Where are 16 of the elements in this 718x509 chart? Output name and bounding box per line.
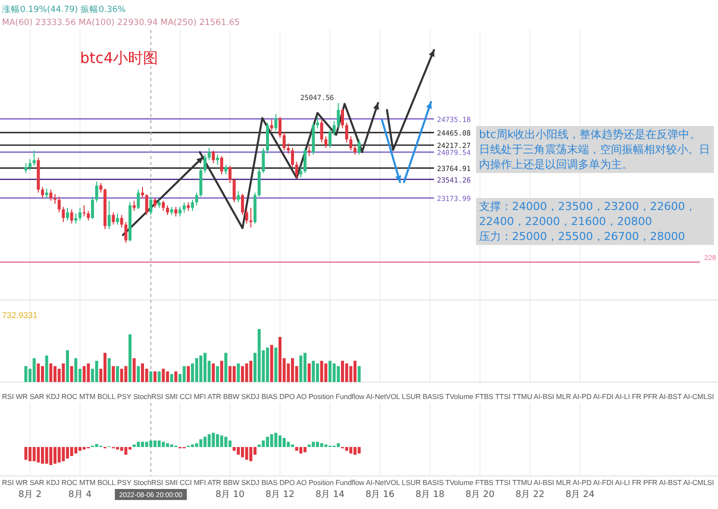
x-tick-label: 8月 10 xyxy=(215,490,245,500)
annotation: btc周k收出小阳线，整体趋势还是在反弹中。日线处于三角震荡末端，空间振幅相对较小。日内操作上还是以回调多单为主。 xyxy=(476,126,714,173)
x-tick-label: 8月 4 xyxy=(68,490,92,500)
annotation: 支撑：24000，23500，23200，22600，22400，22000，21600，20800 压力：25000，25500，26700，28000 xyxy=(476,198,714,245)
x-tick-label: 8月 20 xyxy=(465,490,495,500)
annotation: 涨幅0.19%(44.79) 振幅0.36% xyxy=(2,5,126,15)
x-tick-label: 8月 18 xyxy=(415,490,445,500)
x-tick-label: 8月 22 xyxy=(515,490,545,500)
x-tick-label: 8月 14 xyxy=(315,490,345,500)
x-tick-label: 8月 16 xyxy=(365,490,395,500)
title: btc4小时图 xyxy=(80,49,158,67)
annotation: MA(60) 23333.56 MA(100) 22930.94 MA(250) 21561.65 xyxy=(2,18,240,28)
annotation: 732.9331 xyxy=(2,310,38,320)
x-tick-label: 8月 2 xyxy=(18,490,42,500)
x-tick-label: 8月 24 xyxy=(565,490,595,500)
x-tick-label: 8月 12 xyxy=(265,490,295,500)
